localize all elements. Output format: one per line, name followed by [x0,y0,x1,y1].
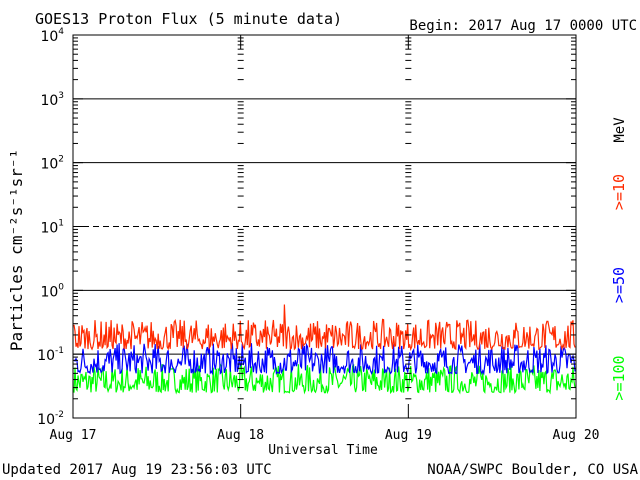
series-line [73,362,576,395]
chart-title: GOES13 Proton Flux (5 minute data) [35,10,342,28]
y-tick-base: 10 [37,412,55,428]
unit-label: MeV [612,117,628,143]
y-tick-exponent: 3 [58,91,64,101]
y-tick-label: 102 [40,155,64,173]
series-line [73,304,576,352]
y-tick-base: 10 [40,157,58,173]
y-tick-base: 10 [37,348,55,364]
begin-label: Begin: 2017 Aug 17 0000 UTC [409,18,637,34]
y-axis-label: Particles cm⁻²s⁻¹sr⁻¹ [7,149,26,351]
y-tick-base: 10 [40,29,58,45]
x-tick-label: Aug 17 [50,428,97,443]
x-tick-label: Aug 19 [385,428,432,443]
y-tick-base: 10 [40,221,58,237]
y-tick-base: 10 [40,93,58,109]
y-tick-exponent: 1 [58,219,64,229]
y-tick-label: 10-1 [37,346,64,364]
y-tick-exponent: 2 [58,155,64,165]
x-axis-label: Universal Time [268,443,378,458]
y-tick-exponent: -1 [55,346,64,356]
legend: >=10 >=50 >=100 [610,174,628,401]
y-tick-exponent: 4 [58,27,64,37]
x-tick-labels: Aug 17 Aug 18 Aug 19 Aug 20 [50,428,600,443]
series-line [73,342,576,376]
credit-label: NOAA/SWPC Boulder, CO USA [427,462,638,478]
legend-entry: >=100 [610,355,628,400]
y-tick-exponent: -2 [55,410,64,420]
y-tick-label: 10-2 [37,410,64,428]
grid-lines [73,98,576,355]
y-tick-label: 103 [40,91,64,109]
y-tick-exponent: 0 [58,282,64,292]
y-tick-base: 10 [40,284,58,300]
y-tick-label: 100 [40,282,64,300]
x-tick-label: Aug 18 [217,428,264,443]
day-tick-marks [73,35,576,418]
legend-entry: >=10 [610,174,628,210]
y-tick-label: 104 [40,27,64,45]
updated-label: Updated 2017 Aug 19 23:56:03 UTC [2,462,272,478]
x-tick-label: Aug 20 [553,428,600,443]
series-layer [73,304,576,395]
legend-entry: >=50 [610,267,628,303]
y-tick-label: 101 [40,219,64,237]
